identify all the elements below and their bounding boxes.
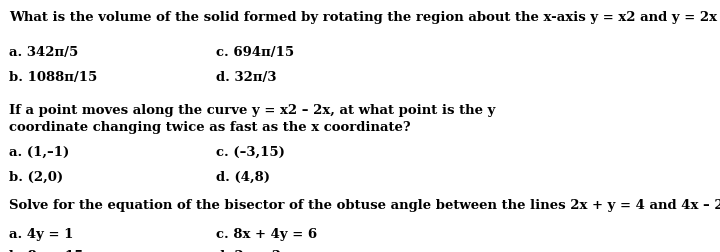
Text: c. 694π/15: c. 694π/15 [216,45,294,58]
Text: b. 8x = 15: b. 8x = 15 [9,249,84,252]
Text: b. 1088π/15: b. 1088π/15 [9,71,98,83]
Text: a. 4y = 1: a. 4y = 1 [9,227,73,240]
Text: Solve for the equation of the bisector of the obtuse angle between the lines 2x : Solve for the equation of the bisector o… [9,198,720,211]
Text: c. (–3,15): c. (–3,15) [216,145,285,158]
Text: If a point moves along the curve y = x2 – 2x, at what point is the y
coordinate : If a point moves along the curve y = x2 … [9,103,496,133]
Text: a. 342π/5: a. 342π/5 [9,45,78,58]
Text: d. 32π/3: d. 32π/3 [216,71,276,83]
Text: d. (4,8): d. (4,8) [216,170,270,183]
Text: a. (1,–1): a. (1,–1) [9,145,70,158]
Text: b. (2,0): b. (2,0) [9,170,63,183]
Text: d. 2y = 3: d. 2y = 3 [216,249,281,252]
Text: What is the volume of the solid formed by rotating the region about the x-axis y: What is the volume of the solid formed b… [9,11,720,24]
Text: c. 8x + 4y = 6: c. 8x + 4y = 6 [216,227,317,240]
